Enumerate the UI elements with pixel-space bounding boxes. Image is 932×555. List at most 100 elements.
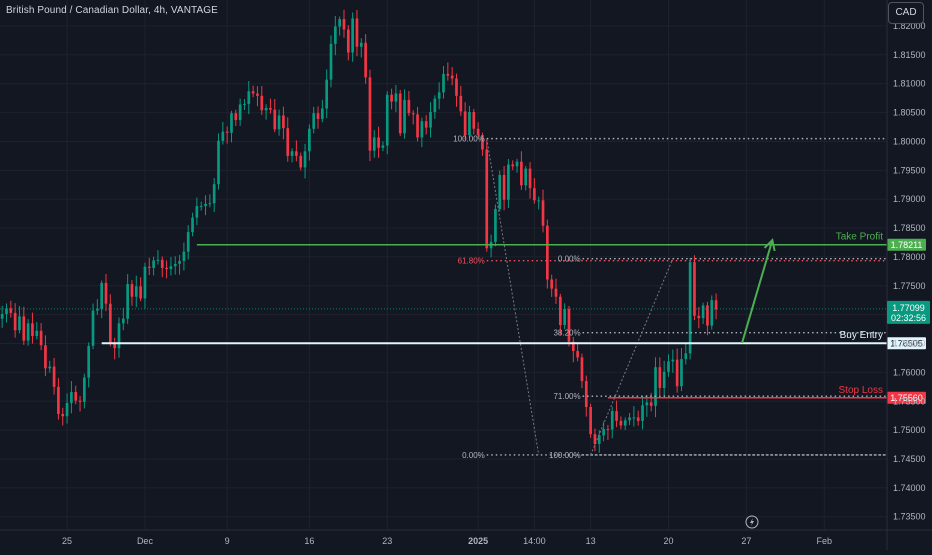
candle-body (632, 417, 636, 419)
time-axis-label: Feb (817, 536, 833, 546)
candle-body (251, 91, 255, 94)
candle-body (515, 161, 519, 167)
price-axis-label: 1.76000 (893, 367, 926, 377)
candle-body (247, 91, 251, 104)
price-axis-label: 1.78500 (893, 223, 926, 233)
candle-body (398, 93, 402, 134)
candle-body (282, 115, 285, 129)
candle-body (442, 73, 445, 93)
candle-body (597, 435, 601, 444)
price-axis-label: 1.78000 (893, 252, 926, 262)
candle-body (39, 330, 43, 346)
price-tag-take-profit (887, 238, 926, 251)
candle-body (173, 263, 177, 267)
candle-body (78, 400, 82, 402)
candle-body (372, 137, 376, 151)
candle-body (44, 345, 47, 369)
price-tag-label: 1.75560 (890, 393, 923, 403)
candle-body (104, 282, 108, 304)
candle-body (87, 345, 91, 378)
candle-body (230, 113, 233, 133)
price-axis-label: 1.79000 (893, 194, 926, 204)
candle-body (481, 135, 484, 150)
candle-body (485, 149, 489, 249)
candle-body (13, 312, 17, 331)
currency-button[interactable]: CAD (888, 2, 924, 24)
candle-body (649, 402, 653, 406)
bolt-icon (745, 515, 759, 529)
candle-body (433, 98, 437, 113)
time-axis-label: Dec (137, 536, 154, 546)
candle-body (377, 137, 380, 148)
candle-body (290, 151, 294, 156)
candle-body (143, 266, 147, 299)
price-axis-label: 1.79500 (893, 165, 926, 175)
candle-body (147, 266, 151, 268)
candle-body (35, 330, 39, 337)
candle-body (368, 77, 372, 151)
time-axis-label: 23 (382, 536, 392, 546)
candle-body (472, 112, 476, 129)
candle-body (160, 259, 164, 268)
price-tag-stop-loss (887, 391, 926, 404)
candle-body (623, 420, 627, 426)
candle-body (576, 351, 579, 358)
candle-body (83, 377, 86, 402)
candle-body (476, 128, 480, 136)
candle-body (312, 113, 316, 129)
target-arrow-head (763, 238, 776, 252)
chart-title: British Pound / Canadian Dollar, 4h, VAN… (6, 5, 218, 16)
candle-body (706, 305, 709, 326)
candle-body (511, 164, 515, 167)
fib-level-label: 100.00% (453, 135, 485, 144)
candle-body (256, 93, 259, 96)
time-axis-label: 20 (663, 536, 673, 546)
bar-countdown: 02:32:56 (891, 313, 926, 323)
candle-body (178, 260, 181, 264)
fib-level-label: 0.00% (462, 451, 485, 460)
price-axis-label: 1.82000 (893, 21, 926, 31)
candle-body (182, 251, 186, 261)
candle-body (667, 361, 670, 372)
candle-body (520, 161, 523, 186)
price-axis-label: 1.74000 (893, 483, 926, 493)
candle-body (714, 300, 718, 310)
candle-body (654, 367, 657, 406)
candle-body (558, 296, 562, 326)
candle-body (52, 366, 56, 387)
candle-body (65, 402, 69, 417)
candle-body (359, 42, 363, 47)
candle-body (571, 341, 575, 352)
candle-body (628, 417, 631, 421)
candle-body (641, 405, 644, 421)
candle-body (208, 203, 212, 205)
fib-level-label: 71.00% (553, 392, 580, 401)
last-price-tag (887, 300, 930, 324)
candle-body (671, 359, 675, 362)
candle-body (563, 308, 566, 326)
level-label-buy-entry: Buy Entry (840, 330, 883, 341)
price-axis-label: 1.80000 (893, 136, 926, 146)
price-axis-label: 1.77500 (893, 281, 926, 291)
candle-body (338, 19, 341, 27)
candle-body (169, 266, 173, 270)
candle-body (57, 386, 60, 414)
candle-body (537, 200, 541, 202)
fib-level-label: 0.00% (558, 255, 581, 264)
candle-body (70, 392, 73, 403)
fib-trend-line (590, 258, 674, 456)
fib-level-label: 38.20% (553, 329, 580, 338)
candle-body (22, 316, 26, 341)
candle-body (606, 428, 610, 430)
candle-body (329, 43, 333, 80)
candle-body (680, 359, 683, 387)
candle-body (238, 104, 242, 121)
candle-body (390, 94, 393, 102)
time-axis-label: 14:00 (523, 536, 546, 546)
candle-body (113, 342, 117, 349)
candle-body (615, 411, 618, 421)
candle-body (710, 300, 714, 326)
candle-body (554, 288, 558, 297)
